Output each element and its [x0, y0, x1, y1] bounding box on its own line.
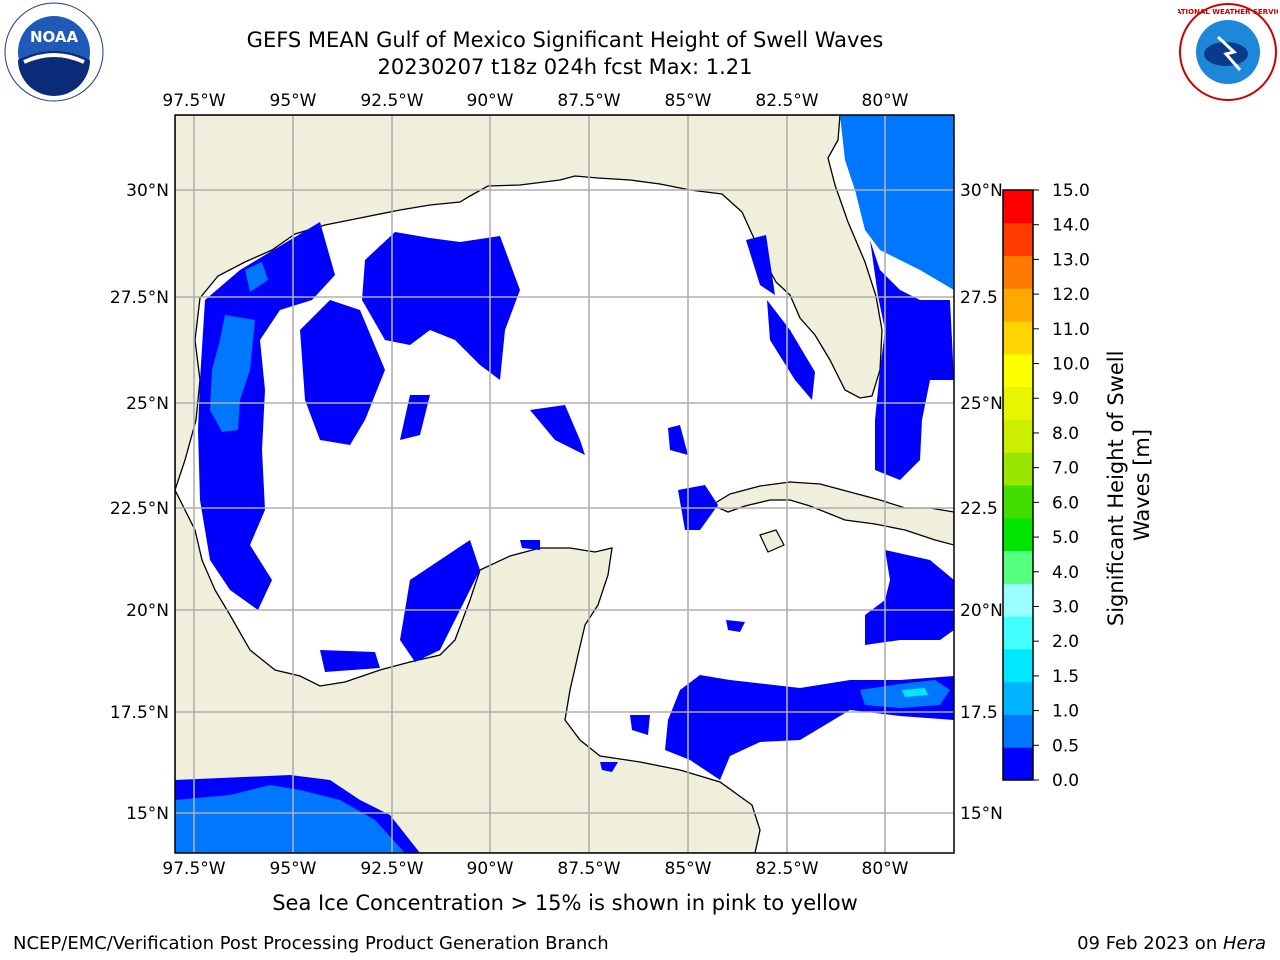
colorbar-tick-label: 6.0	[1052, 493, 1079, 513]
lat-label: 30°N	[126, 181, 169, 201]
colorbar-segment	[1003, 190, 1033, 224]
colorbar-segment	[1003, 321, 1033, 355]
colorbar-ticks: 0.0 0.5 1.0 1.5 2.0 3.0 4.0 5.0 6.0 7.0 8.0 9.0 10.0…	[1033, 181, 1090, 791]
colorbar-segment	[1003, 452, 1033, 486]
colorbar-segment	[1003, 681, 1033, 715]
left-lat-labels: 30°N 27.5°N 25°N 22.5°N 20°N 17.5°N 15°N	[110, 181, 169, 824]
lat-label: 22.5	[960, 499, 998, 519]
lon-label: 85°W	[665, 859, 712, 879]
lat-label: 30°N	[960, 181, 1003, 201]
sea-ice-note: Sea Ice Concentration > 15% is shown in …	[272, 891, 858, 915]
lat-label: 15°N	[126, 804, 169, 824]
colorbar-segment	[1003, 583, 1033, 617]
lon-label: 80°W	[862, 859, 909, 879]
lat-label: 27.5°N	[110, 288, 169, 308]
colorbar-segment	[1003, 485, 1033, 519]
colorbar-tick-label: 1.5	[1052, 667, 1079, 687]
colorbar-segment	[1003, 386, 1033, 420]
lon-label: 92.5°W	[360, 91, 423, 111]
lat-label: 15°N	[960, 804, 1003, 824]
colorbar-tick-label: 14.0	[1052, 216, 1090, 236]
map-area	[175, 115, 954, 853]
lon-label: 87.5°W	[557, 859, 620, 879]
colorbar-frame	[1002, 189, 1034, 781]
lon-label: 92.5°W	[360, 859, 423, 879]
colorbar-tick-label: 7.0	[1052, 459, 1079, 479]
colorbar-segment	[1003, 419, 1033, 453]
colorbar	[1002, 189, 1034, 781]
colorbar-segment	[1003, 517, 1033, 552]
lon-label: 90°W	[467, 91, 514, 111]
footer-date-text: 09 Feb 2023 on	[1077, 933, 1223, 954]
colorbar-tick-label: 11.0	[1052, 320, 1090, 340]
colorbar-tick-label: 0.0	[1052, 771, 1079, 791]
colorbar-segment	[1003, 648, 1033, 683]
colorbar-tick-label: 13.0	[1052, 250, 1090, 270]
land-isle-of-youth	[759, 529, 785, 553]
footer-date: 09 Feb 2023 on Hera	[1077, 933, 1266, 954]
colorbar-segment	[1003, 550, 1033, 584]
lat-label: 20°N	[960, 601, 1003, 621]
nws-logo: NATIONAL WEATHER SERVICE	[1178, 3, 1278, 101]
lat-label: 20°N	[126, 601, 169, 621]
swell-1.0-1.5	[902, 688, 928, 697]
colorbar-tick-label: 12.0	[1052, 285, 1090, 305]
colorbar-tick-label: 1.0	[1052, 702, 1079, 722]
nws-logo-text: NATIONAL WEATHER SERVICE	[1178, 8, 1278, 16]
colorbar-segment	[1003, 747, 1033, 781]
noaa-logo-text: NOAA	[30, 28, 79, 46]
lat-label: 25°N	[126, 394, 169, 414]
lon-label: 95°W	[270, 859, 317, 879]
swell-0.5-1.0	[175, 115, 954, 853]
colorbar-tick-label: 15.0	[1052, 181, 1090, 201]
lon-label: 97.5°W	[162, 859, 225, 879]
colorbar-segment	[1003, 616, 1033, 650]
lat-label: 17.5	[960, 703, 998, 723]
lon-label: 95°W	[270, 91, 317, 111]
land-usa	[175, 115, 883, 491]
map-frame	[174, 114, 955, 854]
lon-label: 97.5°W	[162, 91, 225, 111]
colorbar-tick-label: 4.0	[1052, 563, 1079, 583]
colorbar-segment	[1003, 255, 1033, 289]
footer-branch: NCEP/EMC/Verification Post Processing Pr…	[13, 933, 609, 954]
lat-label: 25°N	[960, 394, 1003, 414]
colorbar-tick-label: 8.0	[1052, 424, 1079, 444]
graticule	[175, 115, 954, 853]
colorbar-tick-label: 9.0	[1052, 389, 1079, 409]
top-lon-labels: 97.5°W 95°W 92.5°W 90°W 87.5°W 85°W 82.5…	[162, 91, 908, 111]
title-line-1: GEFS MEAN Gulf of Mexico Significant Hei…	[246, 28, 884, 52]
colorbar-tick-label: 0.5	[1052, 736, 1079, 756]
colorbar-tick-label: 5.0	[1052, 528, 1079, 548]
colorbar-label: Significant Height of Swell Waves [m]	[1104, 344, 1154, 626]
lon-label: 85°W	[665, 91, 712, 111]
colorbar-segment	[1003, 288, 1033, 322]
colorbar-segment	[1003, 222, 1033, 257]
colorbar-segment	[1003, 353, 1033, 388]
lat-label: 17.5°N	[110, 703, 169, 723]
footer-host: Hera	[1222, 933, 1266, 954]
lon-label: 90°W	[467, 859, 514, 879]
noaa-logo: NOAA	[4, 2, 104, 102]
lon-label: 87.5°W	[557, 91, 620, 111]
lon-label: 82.5°W	[755, 859, 818, 879]
lat-label: 27.5	[960, 288, 998, 308]
land-cuba	[710, 481, 954, 546]
title-line-2: 20230207 t18z 024h fcst Max: 1.21	[377, 55, 753, 79]
right-lat-labels: 30°N 27.5 25°N 22.5 20°N 17.5 15°N	[960, 181, 1003, 824]
colorbar-tick-label: 3.0	[1052, 597, 1079, 617]
lon-label: 82.5°W	[755, 91, 818, 111]
colorbar-segment	[1003, 714, 1033, 748]
lon-label: 80°W	[862, 91, 909, 111]
lat-label: 22.5°N	[110, 499, 169, 519]
bottom-lon-labels: 97.5°W 95°W 92.5°W 90°W 87.5°W 85°W 82.5…	[162, 859, 908, 879]
colorbar-tick-label: 2.0	[1052, 632, 1079, 652]
colorbar-tick-label: 10.0	[1052, 355, 1090, 375]
